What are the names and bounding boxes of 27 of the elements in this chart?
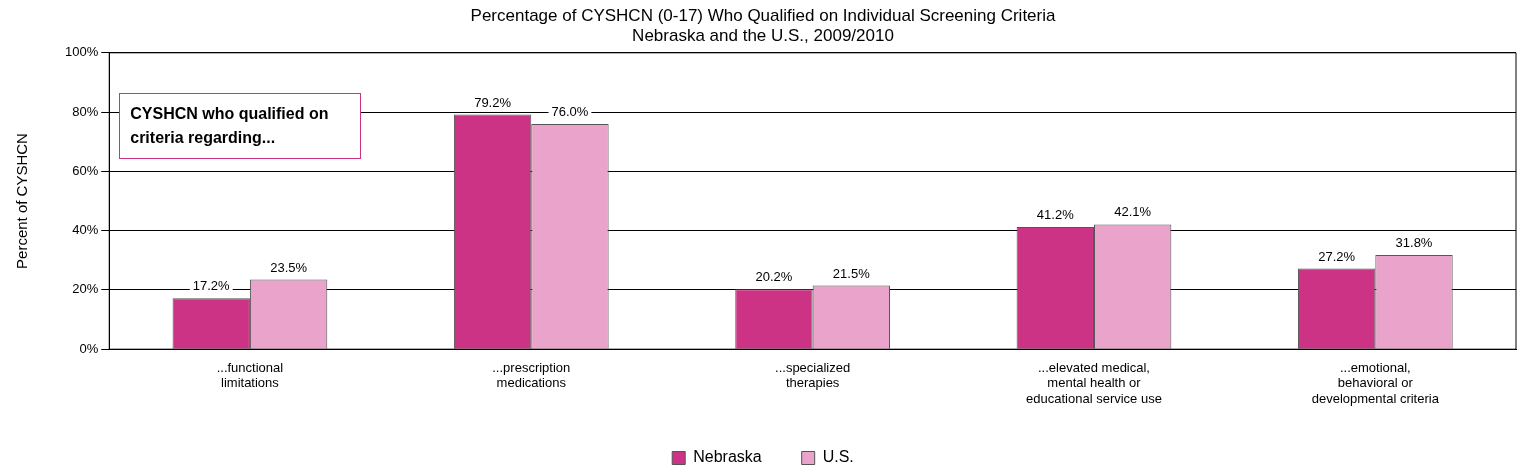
x-tick-label: ...prescription medications: [492, 359, 571, 391]
data-label: 23.5%: [270, 259, 308, 275]
legend-label: Nebraska: [693, 448, 762, 466]
x-tick-label: ...emotional, behavioral or developmental criteria: [1311, 359, 1440, 406]
annotation: CYSHCN who qualified on criteria regarding...: [119, 92, 362, 159]
chart-subtitle: Nebraska and the U.S., 2009/2010: [632, 26, 894, 46]
x-tick-label: ...specialized therapies: [775, 359, 851, 391]
y-tick-label: 0%: [79, 340, 99, 356]
y-tick-label: 100%: [65, 44, 99, 60]
data-label: 31.8%: [1395, 235, 1433, 251]
data-label: 41.2%: [1036, 207, 1075, 223]
y-tick-label: 20%: [72, 281, 99, 297]
data-label: 27.2%: [1318, 248, 1356, 264]
data-label: 76.0%: [551, 104, 589, 120]
y-tick-label: 60%: [72, 162, 99, 178]
data-label: 17.2%: [192, 278, 231, 294]
data-label: 21.5%: [832, 265, 871, 281]
x-tick-label: ...functional limitations: [216, 359, 284, 391]
data-label: 42.1%: [1114, 204, 1152, 220]
data-label: 20.2%: [755, 269, 793, 285]
chart-title: Percentage of CYSHCN (0-17) Who Qualified on Individual Screening Criteria: [470, 5, 1056, 25]
y-tick-label: 40%: [72, 222, 99, 238]
y-axis-title: Percent of CYSHCN: [13, 133, 31, 269]
legend-label: U.S.: [822, 448, 854, 466]
x-tick-label: ...elevated medical, mental health or educational service use: [1026, 359, 1162, 406]
y-tick-label: 80%: [72, 103, 99, 119]
data-label: 79.2%: [474, 94, 512, 110]
